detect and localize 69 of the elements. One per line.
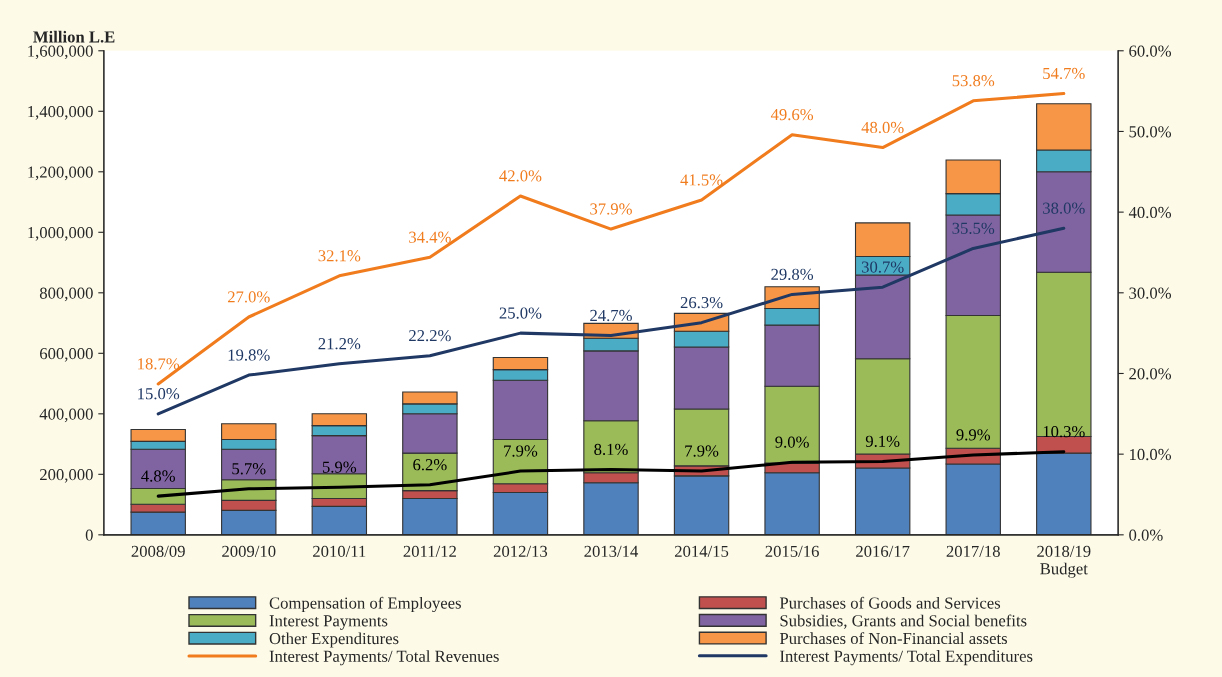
- data-label: 7.9%: [685, 445, 719, 457]
- data-label: 24.7%: [590, 309, 632, 322]
- y-tick-label: 400,000: [39, 408, 93, 423]
- data-label: 10.3%: [1043, 425, 1085, 438]
- data-label: 42.0%: [499, 170, 542, 182]
- y-tick-label: 1,600,000: [28, 45, 93, 60]
- y2-tick-label: 40.0%: [1128, 206, 1172, 219]
- x-tick-label: 2016/17: [856, 545, 910, 557]
- y-tick-label: 0: [85, 529, 93, 541]
- y-tick-label: 600,000: [40, 348, 93, 362]
- data-label: 7.9%: [504, 445, 538, 457]
- data-label: 9.0%: [775, 436, 809, 448]
- x-tick-label: 2012/13: [493, 545, 548, 557]
- data-label: 4.8%: [141, 470, 175, 482]
- legend-label: Interest Payments: [269, 615, 388, 630]
- data-label: 6.2%: [413, 459, 447, 471]
- x-tick-label: 2011/12: [403, 545, 456, 557]
- data-label: 30.7%: [861, 261, 904, 273]
- data-label: 54.7%: [1043, 67, 1085, 80]
- data-label: 19.8%: [228, 349, 270, 361]
- legend-label: Other Expenditures: [269, 632, 399, 648]
- legend-label: Compensation of Employees: [269, 596, 461, 613]
- y-tick-label: 200,000: [40, 469, 93, 483]
- data-label: 27.0%: [227, 291, 270, 303]
- data-label: 9.9%: [956, 429, 991, 441]
- x-tick-label: 2015/16: [765, 545, 819, 557]
- data-label: 37.9%: [590, 203, 632, 215]
- data-label: 48.0%: [861, 121, 904, 134]
- legend-label: Interest Payments/ Total Revenues: [269, 650, 499, 666]
- data-label: 22.2%: [409, 329, 451, 342]
- legend-label: Purchases of Goods and Services: [779, 596, 1001, 609]
- x-tick-label: 2008/09: [131, 545, 185, 557]
- x-tick-label: 2014/15: [674, 545, 729, 557]
- y-tick-label: 1,200,000: [28, 166, 93, 181]
- data-label: 49.6%: [770, 108, 814, 121]
- data-label: 8.1%: [594, 443, 628, 456]
- y2-tick-label: 10.0%: [1130, 448, 1172, 461]
- data-label: 53.8%: [952, 75, 995, 87]
- data-label: 21.2%: [318, 338, 361, 350]
- y2-tick-label: 60.0%: [1129, 45, 1172, 57]
- x-tick-label: 2010/11: [313, 545, 366, 557]
- data-label: 34.4%: [409, 231, 451, 243]
- data-label: 5.9%: [322, 461, 357, 473]
- data-label: 18.7%: [138, 358, 180, 370]
- legend-label: Purchases of Non-Financial assets: [779, 632, 1008, 645]
- y2-tick-label: 50.0%: [1129, 126, 1172, 138]
- legend-label: Interest Payments/ Total Expenditures: [780, 650, 1033, 666]
- data-label: 29.8%: [771, 268, 814, 280]
- data-label: 38.0%: [1043, 202, 1085, 214]
- data-label: 26.3%: [680, 296, 723, 309]
- x-tick-label: 2009/10: [222, 545, 276, 557]
- x-tick-label: 2017/18: [946, 545, 1000, 557]
- x-tick-label: 2013/14: [584, 545, 639, 557]
- data-label: 35.5%: [952, 222, 995, 235]
- x-tick-label: 2018/19 Budget: [1037, 545, 1091, 578]
- y-axis-title: Million L.E: [33, 30, 115, 43]
- data-label: 15.0%: [138, 388, 180, 400]
- y-tick-label: 800,000: [39, 287, 93, 302]
- data-label: 32.1%: [318, 250, 361, 262]
- data-label: 9.1%: [865, 435, 900, 447]
- y2-tick-label: 0.0%: [1129, 529, 1163, 541]
- y-tick-label: 1,000,000: [28, 226, 93, 241]
- legend-label: Subsidies, Grants and Social benefits: [780, 614, 1027, 629]
- y-tick-label: 1,400,000: [28, 105, 93, 120]
- data-label: 5.7%: [232, 463, 266, 475]
- data-label: 25.0%: [499, 307, 542, 319]
- data-label: 41.5%: [680, 174, 723, 186]
- y2-tick-label: 30.0%: [1129, 287, 1172, 299]
- y2-tick-label: 20.0%: [1129, 368, 1172, 380]
